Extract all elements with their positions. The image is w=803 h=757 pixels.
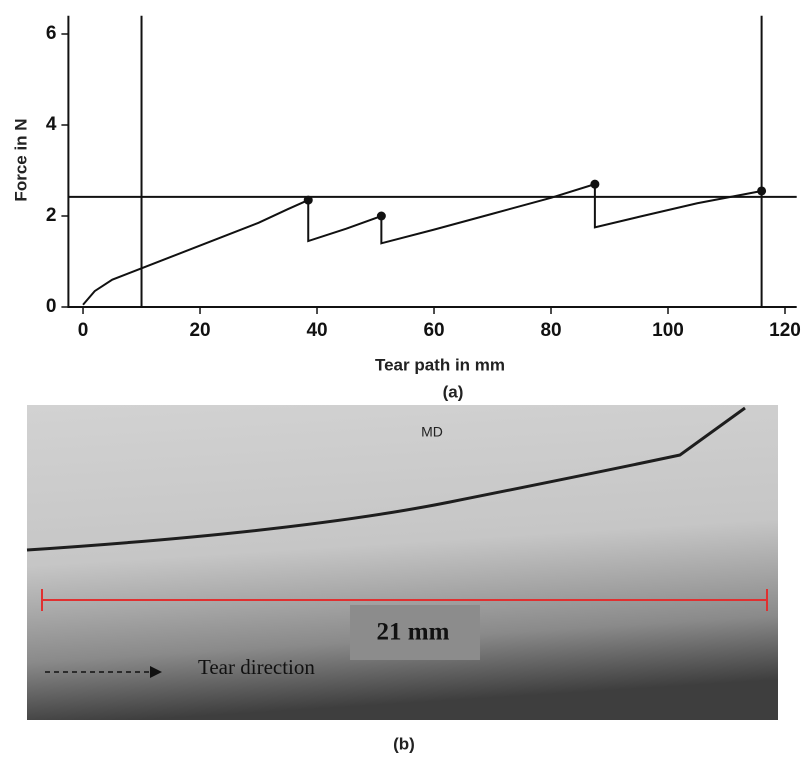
x-tick-label: 20 xyxy=(189,320,210,341)
peak-marker xyxy=(757,186,767,196)
force-line xyxy=(82,182,762,306)
y-tick-label: 2 xyxy=(46,205,57,226)
y-tick-label: 6 xyxy=(46,23,57,44)
x-tick-label: 80 xyxy=(540,320,561,341)
orientation-label: MD xyxy=(421,424,443,440)
x-tick-label: 60 xyxy=(423,320,444,341)
peak-marker xyxy=(303,195,313,205)
x-axis-label: Tear path in mm xyxy=(375,355,505,374)
x-tick-label: 100 xyxy=(652,320,684,341)
peak-marker xyxy=(376,211,386,221)
arrow-head xyxy=(150,666,162,678)
scale-label: 21 mm xyxy=(377,619,450,646)
y-tick-label: 0 xyxy=(46,296,57,317)
scale-box xyxy=(350,605,480,660)
y-axis-label: Force in N xyxy=(11,118,30,201)
panel-label: (a) xyxy=(443,382,464,401)
y-tick-label: 4 xyxy=(46,114,57,135)
panel-label: (b) xyxy=(393,734,415,753)
x-tick-label: 0 xyxy=(78,320,89,341)
photo: MD 21 mm Tear direction xyxy=(26,405,778,720)
x-tick-label: 40 xyxy=(306,320,327,341)
direction-label: Tear direction xyxy=(198,655,315,679)
peak-marker xyxy=(590,179,600,189)
x-tick-label: 120 xyxy=(769,320,801,341)
tear-crack xyxy=(26,406,746,552)
